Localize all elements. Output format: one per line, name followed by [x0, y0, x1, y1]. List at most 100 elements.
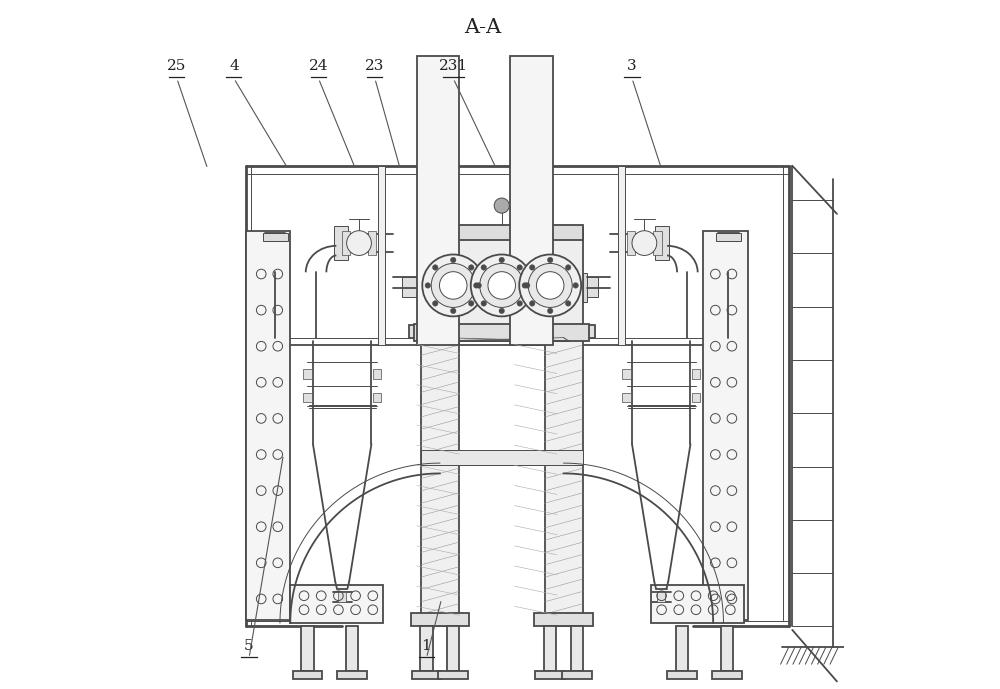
Text: 231: 231 [439, 59, 468, 73]
Bar [421, 227, 583, 327]
Circle shape [347, 231, 371, 256]
Circle shape [422, 254, 484, 316]
Circle shape [439, 271, 467, 299]
Bar [657, 592, 665, 602]
Bar [373, 369, 381, 379]
Circle shape [494, 198, 509, 213]
Text: A-A: A-A [464, 18, 501, 37]
Bar [545, 331, 583, 626]
Bar [417, 56, 459, 344]
Bar [421, 225, 583, 240]
Bar [510, 56, 553, 344]
Bar [535, 671, 565, 679]
Text: 24: 24 [309, 59, 328, 73]
Text: 23: 23 [365, 59, 385, 73]
Circle shape [536, 271, 564, 299]
Bar [293, 671, 322, 679]
Bar [337, 671, 367, 679]
Bar [622, 393, 631, 402]
Bar [301, 626, 314, 671]
Bar [703, 231, 748, 619]
Bar [373, 393, 381, 402]
Bar [368, 231, 376, 255]
Bar [263, 233, 288, 241]
Circle shape [468, 300, 474, 306]
Circle shape [632, 231, 657, 256]
Bar [627, 231, 635, 255]
Circle shape [471, 254, 533, 316]
Bar [342, 231, 350, 255]
Circle shape [481, 265, 486, 270]
Circle shape [519, 254, 581, 316]
Circle shape [468, 265, 474, 270]
Circle shape [450, 257, 456, 263]
Bar [622, 369, 631, 379]
Circle shape [517, 300, 522, 306]
Bar [417, 273, 421, 302]
Circle shape [522, 282, 528, 288]
Circle shape [481, 300, 486, 306]
Text: 25: 25 [167, 59, 187, 73]
Circle shape [547, 308, 553, 313]
Bar [692, 369, 700, 379]
Bar [411, 613, 469, 626]
Circle shape [431, 263, 475, 307]
Text: 5: 5 [244, 639, 254, 652]
Bar [532, 325, 595, 338]
Bar [334, 226, 348, 260]
Circle shape [499, 308, 504, 313]
Bar [290, 585, 383, 623]
Circle shape [499, 257, 504, 263]
Circle shape [425, 282, 431, 288]
Circle shape [480, 263, 524, 307]
Circle shape [573, 282, 578, 288]
Bar [651, 585, 744, 623]
Text: 4: 4 [229, 59, 239, 73]
Circle shape [547, 257, 553, 263]
Bar [414, 324, 589, 341]
Bar [303, 369, 312, 379]
Bar [544, 626, 556, 671]
Circle shape [565, 300, 571, 306]
Bar [692, 393, 700, 402]
Bar [338, 592, 346, 602]
Bar [655, 226, 669, 260]
Bar [721, 626, 733, 671]
Bar [420, 626, 433, 671]
Circle shape [474, 282, 479, 288]
Bar [618, 166, 625, 344]
Circle shape [450, 308, 456, 313]
Circle shape [517, 265, 522, 270]
Bar [562, 671, 592, 679]
Circle shape [488, 271, 515, 299]
Bar [303, 393, 312, 402]
Bar [676, 626, 688, 671]
Circle shape [565, 265, 571, 270]
Bar [447, 626, 459, 671]
Text: 3: 3 [627, 59, 637, 73]
Circle shape [433, 265, 438, 270]
Bar [583, 273, 587, 302]
Bar [409, 325, 471, 338]
Bar [421, 450, 583, 465]
Circle shape [433, 300, 438, 306]
Bar [402, 277, 417, 298]
Circle shape [528, 263, 572, 307]
Circle shape [476, 282, 481, 288]
Circle shape [524, 282, 530, 288]
Bar [667, 671, 697, 679]
Circle shape [529, 300, 535, 306]
Bar [438, 671, 468, 679]
Bar [716, 233, 741, 241]
Bar [412, 671, 441, 679]
Bar [653, 231, 662, 255]
Text: 1: 1 [422, 639, 431, 652]
Bar [583, 277, 598, 298]
Bar [571, 626, 583, 671]
Bar [246, 231, 290, 619]
Bar [534, 613, 593, 626]
Bar [378, 166, 385, 344]
Bar [421, 331, 459, 626]
Bar [346, 626, 358, 671]
Circle shape [529, 265, 535, 270]
